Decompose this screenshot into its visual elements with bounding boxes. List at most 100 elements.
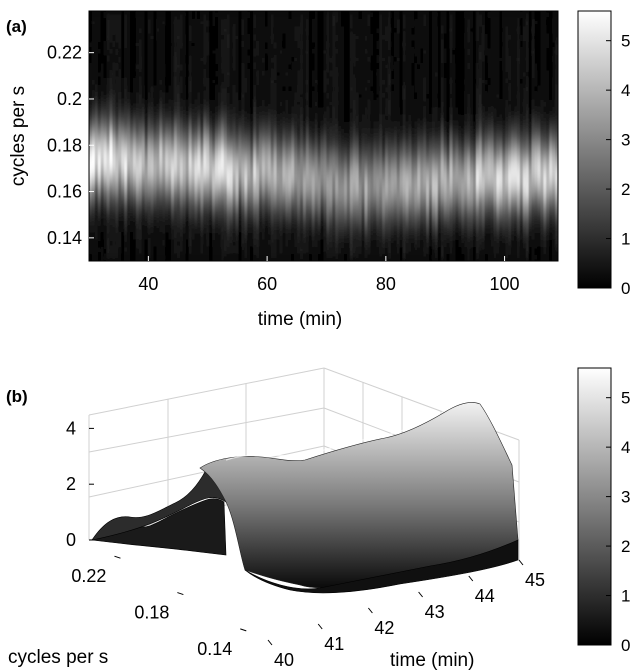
heatmap-cell — [294, 62, 298, 71]
heatmap-cell — [276, 62, 281, 71]
heatmap-cell — [112, 143, 116, 152]
heatmap-cell — [420, 113, 424, 122]
heatmap-cell — [364, 180, 369, 189]
heatmap-cell — [511, 143, 515, 152]
heatmap-cell — [89, 253, 93, 261]
heatmap-cell — [153, 33, 158, 42]
heatmap-cell — [420, 209, 424, 218]
heatmap-cell — [405, 69, 410, 78]
heatmap-cell — [481, 11, 486, 19]
heatmap-cell — [323, 143, 328, 152]
heatmap-cell — [135, 40, 140, 49]
heatmap-cell — [89, 113, 93, 122]
heatmap-cell — [478, 180, 483, 189]
heatmap-cell — [276, 18, 281, 27]
heatmap-cell — [484, 18, 489, 27]
heatmap-cell — [502, 113, 506, 122]
heatmap-cell — [352, 194, 357, 203]
heatmap-cell — [200, 231, 204, 240]
heatmap-cell — [176, 238, 181, 247]
heatmap-cell — [162, 253, 166, 261]
heatmap-cell — [220, 84, 225, 93]
heatmap-cell — [516, 99, 521, 108]
heatmap-cell — [174, 172, 178, 181]
heatmap-cell — [276, 216, 281, 225]
heatmap-cell — [478, 40, 483, 49]
heatmap-cell — [100, 246, 105, 255]
heatmap-cell — [467, 113, 471, 122]
heatmap-cell — [138, 136, 143, 144]
heatmap-cell — [302, 18, 307, 27]
heatmap-cell — [511, 187, 515, 196]
heatmap-cell — [396, 165, 401, 174]
heatmap-cell — [308, 165, 313, 174]
heatmap-cell — [311, 91, 316, 100]
heatmap-cell — [493, 253, 498, 261]
heatmap-cell — [346, 47, 351, 56]
heatmap-cell — [399, 18, 404, 27]
heatmap-cell — [393, 180, 398, 189]
heatmap-cell — [273, 84, 278, 93]
heatmap-cell — [256, 150, 260, 159]
heatmap-cell — [229, 128, 234, 137]
heatmap-cell — [130, 69, 134, 78]
heatmap-cell — [203, 128, 207, 137]
heatmap-cell — [256, 40, 260, 49]
heatmap-cell — [97, 40, 102, 49]
heatmap-cell — [364, 158, 369, 167]
heatmap-cell — [162, 165, 166, 174]
heatmap-cell — [402, 84, 407, 93]
heatmap-cell — [320, 246, 325, 255]
heatmap-cell — [112, 62, 116, 71]
heatmap-cell — [437, 91, 442, 100]
heatmap-cell — [434, 216, 439, 225]
heatmap-cell — [153, 40, 158, 49]
heatmap-cell — [297, 25, 301, 34]
heatmap-cell — [109, 128, 114, 137]
heatmap-cell — [215, 143, 219, 152]
heatmap-cell — [147, 69, 152, 78]
heatmap-cell — [294, 11, 298, 19]
heatmap-cell — [367, 55, 371, 64]
heatmap-cell — [314, 128, 319, 137]
heatmap-cell — [285, 143, 289, 152]
heatmap-cell — [393, 165, 398, 174]
heatmap-cell — [490, 99, 495, 108]
heatmap-cell — [291, 55, 295, 64]
heatmap-cell — [396, 99, 401, 108]
heatmap-cell — [326, 25, 330, 34]
heatmap-cell — [144, 158, 149, 167]
heatmap-cell — [385, 209, 389, 218]
heatmap-cell — [443, 150, 448, 159]
heatmap-cell — [382, 187, 386, 196]
heatmap-cell — [182, 150, 187, 159]
heatmap-cell — [475, 40, 480, 49]
heatmap-cell — [367, 224, 371, 233]
heatmap-cell — [138, 238, 143, 247]
heatmap-cell — [405, 224, 410, 233]
heatmap-cell — [382, 77, 386, 86]
heatmap-cell — [162, 187, 166, 196]
heatmap-cell — [109, 121, 114, 130]
heatmap-cell — [390, 216, 395, 225]
heatmap-cell — [429, 91, 433, 100]
heatmap-cell — [311, 194, 316, 203]
heatmap-cell — [235, 55, 240, 64]
heatmap-cell — [478, 69, 483, 78]
heatmap-cell — [288, 143, 292, 152]
heatmap-cell — [174, 121, 178, 130]
heatmap-cell — [176, 69, 181, 78]
heatmap-cell — [250, 187, 254, 196]
heatmap-cell — [352, 238, 357, 247]
heatmap-cell — [176, 99, 181, 108]
heatmap-cell — [144, 231, 149, 240]
heatmap-cell — [481, 84, 486, 93]
heatmap-cell — [141, 246, 146, 255]
heatmap-cell — [461, 202, 465, 211]
heatmap-cell — [94, 202, 99, 211]
heatmap-cell — [191, 180, 196, 189]
heatmap-cell — [276, 202, 281, 211]
heatmap-cell — [349, 91, 354, 100]
heatmap-cell — [150, 172, 155, 181]
heatmap-cell — [355, 253, 360, 261]
